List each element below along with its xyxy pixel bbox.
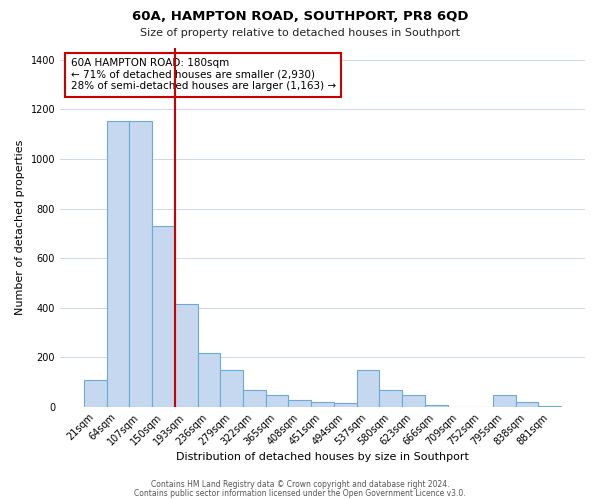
Bar bbox=[175, 304, 197, 407]
Text: 60A HAMPTON ROAD: 180sqm
← 71% of detached houses are smaller (2,930)
28% of sem: 60A HAMPTON ROAD: 180sqm ← 71% of detach… bbox=[71, 58, 335, 92]
Bar bbox=[220, 370, 243, 407]
Text: 60A, HAMPTON ROAD, SOUTHPORT, PR8 6QD: 60A, HAMPTON ROAD, SOUTHPORT, PR8 6QD bbox=[132, 10, 468, 23]
Bar bbox=[425, 404, 448, 407]
Bar bbox=[243, 390, 266, 407]
Bar bbox=[84, 380, 107, 407]
Bar bbox=[356, 370, 379, 407]
Bar bbox=[515, 402, 538, 407]
Y-axis label: Number of detached properties: Number of detached properties bbox=[15, 140, 25, 315]
Bar bbox=[379, 390, 402, 407]
Bar bbox=[107, 120, 130, 407]
Bar bbox=[493, 394, 515, 407]
Text: Size of property relative to detached houses in Southport: Size of property relative to detached ho… bbox=[140, 28, 460, 38]
X-axis label: Distribution of detached houses by size in Southport: Distribution of detached houses by size … bbox=[176, 452, 469, 462]
Bar bbox=[197, 352, 220, 407]
Text: Contains HM Land Registry data © Crown copyright and database right 2024.: Contains HM Land Registry data © Crown c… bbox=[151, 480, 449, 489]
Bar bbox=[289, 400, 311, 407]
Bar bbox=[311, 402, 334, 407]
Bar bbox=[402, 394, 425, 407]
Text: Contains public sector information licensed under the Open Government Licence v3: Contains public sector information licen… bbox=[134, 488, 466, 498]
Bar bbox=[130, 120, 152, 407]
Bar bbox=[538, 406, 561, 407]
Bar bbox=[266, 394, 289, 407]
Bar bbox=[152, 226, 175, 407]
Bar bbox=[334, 404, 356, 407]
